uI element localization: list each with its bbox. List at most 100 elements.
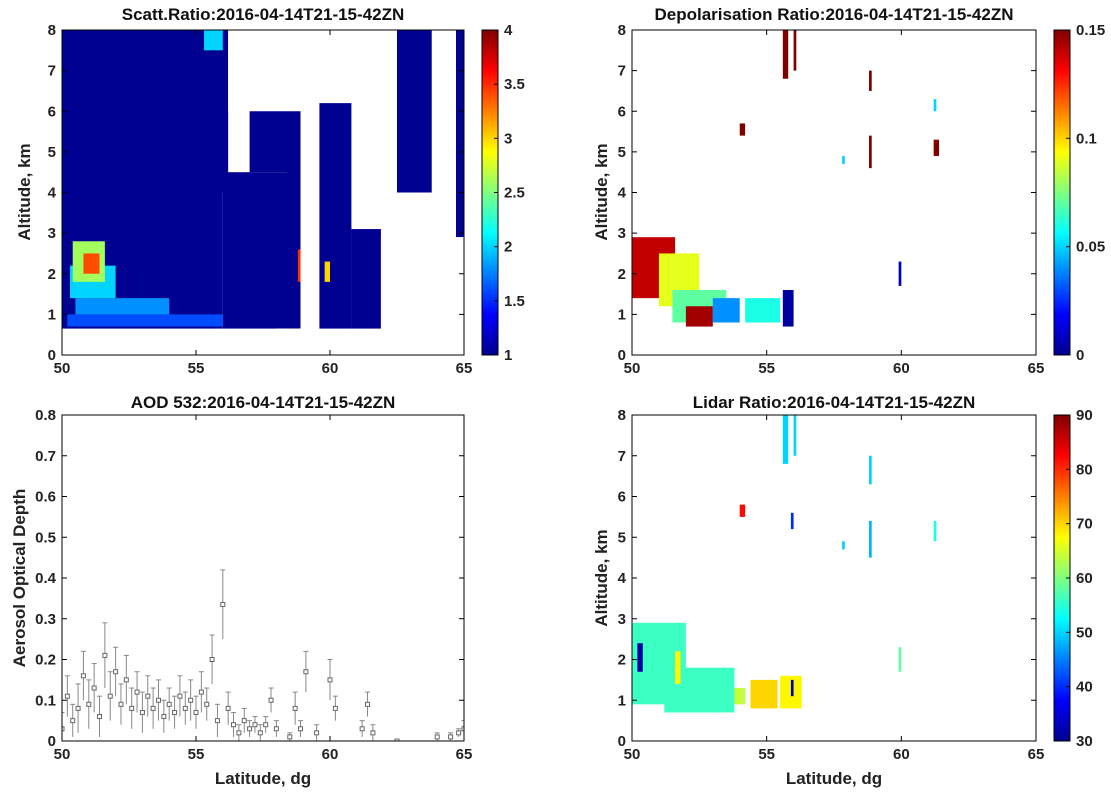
depol-colorbar-tick-label: 0.1 [1076, 130, 1097, 147]
aod-point [214, 718, 220, 724]
aod-point [448, 734, 454, 740]
aod-point [102, 652, 108, 658]
aod-x-tick-label: 50 [54, 746, 71, 763]
aod-point [198, 689, 204, 695]
lidar-cell-region [739, 504, 746, 517]
depolarisation-ratio-title: Depolarisation Ratio:2016-04-14T21-15-42… [654, 5, 1013, 24]
depol-cell-region [933, 99, 937, 112]
scatt-cell-region [319, 103, 352, 329]
scatt-ratio-plot-area: 1 1.5 2 2.5 3 3.5 4 50 55 60 65 0 1 2 3 4 5 6 7 8 [48, 22, 525, 377]
depol-cell-region [685, 306, 713, 327]
depol-y-tick-label: 2 [618, 266, 626, 283]
lidar-cell-region [898, 647, 902, 672]
depol-y-tick-label: 8 [618, 22, 626, 39]
scatt-y-tick-label: 8 [48, 22, 56, 39]
scatt-colorbar-tick-label: 3.5 [504, 76, 525, 93]
aod-point [91, 685, 97, 691]
lidar-ratio-ylabel: Altitude, km [592, 529, 611, 626]
scatt-cell-region [324, 261, 330, 282]
depol-cell-region [869, 70, 872, 91]
aod-y-tick-label: 0 [48, 733, 56, 750]
aod-point [327, 677, 333, 683]
aod-point [332, 705, 338, 711]
scatt-ratio-ylabel: Altitude, km [15, 143, 34, 240]
depol-x-tick-label: 50 [624, 360, 641, 377]
aod-point [139, 709, 145, 715]
scatt-colorbar-tick-label: 2 [504, 239, 512, 256]
scatt-y-tick-label: 6 [48, 103, 56, 120]
depol-colorbar-tick-label: 0 [1076, 347, 1084, 364]
depol-colorbar [1053, 29, 1071, 356]
depol-y-tick-label: 5 [618, 144, 626, 161]
aod-point [113, 669, 119, 675]
lidar-cell-region [790, 512, 794, 530]
aod-point [64, 693, 70, 699]
lidar-colorbar-tick-label: 70 [1076, 516, 1093, 533]
lidar-y-tick-label: 1 [618, 692, 626, 709]
depol-cell-region [793, 30, 797, 71]
aod-point [268, 697, 274, 703]
scatt-colorbar-tick-label: 3 [504, 130, 512, 147]
scatt-cell-region [455, 30, 464, 238]
lidar-cell-region [734, 688, 746, 705]
scatt-colorbar-tick-label: 4 [504, 22, 513, 39]
aod-point [172, 709, 178, 715]
scatt-colorbar-tick-label: 1.5 [504, 293, 525, 310]
depol-cell-region [782, 30, 789, 79]
aod-point [204, 701, 210, 707]
aod-point [273, 726, 279, 732]
scatt-cell-region [204, 30, 223, 51]
scatt-y-tick-label: 1 [48, 306, 56, 323]
scatt-x-tick-label: 60 [322, 360, 339, 377]
aod-title: AOD 532:2016-04-14T21-15-42ZN [131, 393, 396, 412]
lidar-cell-region [842, 541, 845, 550]
depol-cell-region [898, 261, 902, 286]
depolarisation-ratio-ylabel: Altitude, km [592, 143, 611, 240]
aod-x-tick-label: 55 [188, 746, 205, 763]
lidar-colorbar-tick-label: 30 [1076, 733, 1093, 750]
scatt-y-tick-label: 4 [48, 185, 57, 202]
lidar-ratio-title: Lidar Ratio:2016-04-14T21-15-42ZN [693, 393, 976, 412]
aod-axes-box [61, 414, 465, 742]
aod-point [161, 714, 167, 720]
aod-y-tick-label: 0.1 [35, 692, 56, 709]
aod-point [107, 693, 113, 699]
scatt-data-layer [62, 30, 464, 355]
aod-y-tick-label: 0.4 [35, 570, 57, 587]
scatt-cell-region [67, 314, 223, 327]
scatt-no-data-region [300, 30, 320, 355]
lidar-cell-region [790, 679, 794, 697]
lidar-cell-region [869, 455, 872, 485]
aod-y-tick-label: 0.6 [35, 489, 56, 506]
scatt-cell-region [351, 229, 381, 329]
aod-point [166, 701, 172, 707]
lidar-cell-region [750, 679, 778, 709]
aod-point [247, 726, 253, 732]
aod-point [241, 718, 247, 724]
depol-cell-region [739, 123, 746, 136]
aod-point [145, 693, 151, 699]
depol-cell-region [842, 155, 845, 165]
aod-x-tick-label: 60 [322, 746, 339, 763]
lidar-colorbar-tick-label: 50 [1076, 624, 1093, 641]
scatt-cell-region [397, 30, 432, 193]
scatt-colorbar-tick-label: 1 [504, 347, 512, 364]
depolarisation-ratio-plot-area: 0 0.05 0.1 0.15 50 55 60 65 0 1 2 3 4 5 6 7 8 [618, 22, 1106, 377]
depol-colorbar-tick-label: 0.15 [1076, 22, 1105, 39]
lidar-cell-region [664, 667, 735, 713]
aod-point [75, 705, 81, 711]
aod-point [193, 709, 199, 715]
aod-point [134, 689, 140, 695]
aod-y-tick-label: 0.7 [35, 448, 56, 465]
aod-point [314, 730, 320, 736]
aod-point [70, 718, 76, 724]
scatt-no-data-region [228, 30, 304, 112]
lidar-cell-region [637, 643, 643, 672]
scatt-no-data-region [351, 30, 397, 225]
aod-point [287, 734, 293, 740]
lidar-cell-region [782, 415, 789, 464]
lidar-x-tick-label: 55 [758, 746, 775, 763]
lidar-y-tick-label: 7 [618, 448, 626, 465]
panel-scatt-ratio: Scatt.Ratio:2016-04-14T21-15-42ZN Altitu… [15, 5, 525, 377]
